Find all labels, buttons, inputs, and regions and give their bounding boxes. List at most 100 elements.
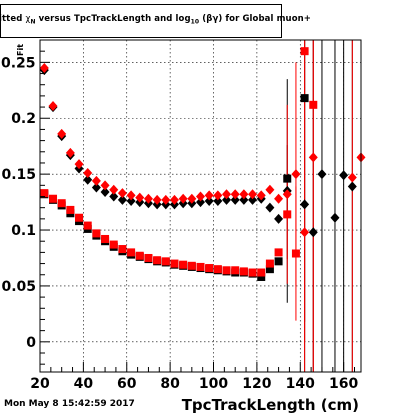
square-marker: [222, 266, 231, 275]
y-tick-label-top: 0.25: [1, 55, 36, 71]
square-marker: [187, 261, 196, 270]
square-marker: [274, 248, 283, 257]
diamond-marker: [135, 192, 145, 203]
square-marker: [196, 262, 205, 271]
x-tick-label: 80: [160, 376, 180, 392]
diamond-marker: [347, 181, 357, 192]
diamond-marker: [126, 195, 136, 206]
title-chi: χ: [25, 14, 31, 24]
square-marker: [257, 268, 266, 277]
square-marker: [75, 213, 84, 222]
diamond-marker: [274, 213, 284, 224]
diamond-marker: [161, 194, 171, 205]
diamond-marker: [300, 227, 310, 238]
x-tick-label: 160: [329, 376, 358, 392]
diamond-marker: [143, 193, 153, 204]
diamond-marker: [291, 169, 301, 180]
diamond-marker: [126, 190, 136, 201]
diamond-marker: [100, 187, 110, 198]
diamond-marker: [282, 189, 292, 200]
square-marker: [144, 253, 153, 262]
diamond-marker: [91, 175, 101, 186]
error-bars: [286, 40, 362, 372]
x-tick-label: 100: [199, 376, 228, 392]
diamond-marker: [204, 195, 214, 206]
square-marker: [309, 100, 318, 109]
square-marker: [248, 268, 257, 277]
diamond-marker: [65, 147, 75, 158]
diamond-marker: [347, 172, 357, 183]
square-marker: [274, 257, 283, 266]
square-marker: [283, 174, 292, 183]
square-marker: [239, 267, 248, 276]
title-log-sub: 10: [190, 18, 200, 26]
square-marker: [300, 94, 309, 103]
diamond-marker: [169, 194, 179, 205]
title-part: versus TpcTrackLength and log: [35, 14, 191, 24]
square-marker: [257, 272, 266, 281]
diamond-marker: [239, 194, 249, 205]
chart-title: itted χN versus TpcTrackLength and log10…: [0, 14, 311, 26]
diamond-marker: [91, 182, 101, 193]
y-tick-label: 0.15: [1, 167, 36, 183]
y-tick-label: 0: [26, 335, 36, 351]
square-marker: [291, 249, 300, 258]
square-marker: [57, 199, 66, 208]
diamond-marker: [330, 212, 340, 223]
square-marker: [213, 265, 222, 274]
square-marker: [127, 248, 136, 257]
y-tick-label: 0.1: [11, 223, 36, 239]
diamond-marker: [265, 202, 275, 213]
diamond-marker: [83, 168, 93, 179]
diamond-marker: [196, 197, 205, 208]
square-marker: [205, 264, 214, 273]
x-tick-label: 40: [74, 376, 94, 392]
square-marker: [161, 257, 170, 266]
diamond-marker: [152, 194, 162, 205]
square-marker: [265, 265, 274, 274]
diamond-marker: [117, 188, 127, 199]
data-markers: [39, 47, 366, 281]
diamond-marker: [83, 174, 93, 185]
diamond-marker: [248, 189, 258, 200]
x-tick-label: 20: [30, 376, 50, 392]
diamond-marker: [57, 128, 67, 139]
title-part: (βγ) for Global muon+: [199, 14, 312, 24]
timestamp: Mon May 8 15:42:59 2017: [4, 399, 135, 409]
diamond-marker: [196, 191, 205, 202]
axis-tick-labels: 20 40 60 80 100 120 140 160 0 0.05 0.1 0.15 0.2 0.25: [1, 55, 359, 392]
square-marker: [92, 229, 101, 238]
diamond-marker: [222, 194, 232, 205]
square-marker: [101, 234, 110, 243]
square-marker: [83, 221, 92, 230]
square-marker: [153, 256, 162, 265]
x-axis-label: TpcTrackLength (cm): [182, 396, 359, 414]
diamond-marker: [265, 184, 275, 195]
diamond-marker: [213, 190, 223, 201]
diamond-marker: [100, 180, 110, 191]
diamond-marker: [239, 189, 249, 200]
y-tick-label: 0.05: [1, 279, 36, 295]
x-tick-label: 120: [242, 376, 271, 392]
square-marker: [283, 210, 292, 219]
diamond-marker: [74, 159, 84, 170]
square-marker: [170, 259, 179, 268]
square-marker: [179, 260, 188, 269]
diamond-marker: [187, 193, 197, 204]
square-marker: [118, 245, 127, 254]
square-marker: [109, 240, 118, 249]
square-marker: [265, 259, 274, 268]
diamond-marker: [213, 195, 223, 206]
diamond-marker: [109, 191, 119, 202]
title-chi-sub: N: [30, 18, 36, 26]
square-marker: [66, 205, 75, 214]
square-marker: [40, 189, 49, 198]
diamond-marker: [178, 193, 188, 204]
diamond-marker: [39, 62, 49, 73]
diamond-marker: [48, 100, 58, 111]
axis-ticks: [39, 50, 355, 372]
x-tick-label: 140: [286, 376, 315, 392]
diamond-marker: [317, 169, 327, 180]
diamond-marker: [222, 189, 232, 200]
